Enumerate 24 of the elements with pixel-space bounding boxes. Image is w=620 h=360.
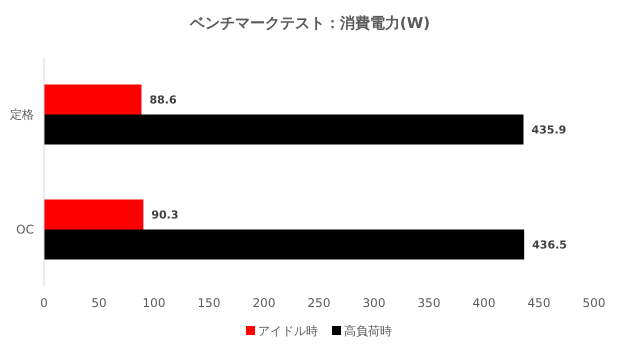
x-tick-label: 150 xyxy=(198,296,220,310)
chart-title: ベンチマークテスト：消費電力(W) xyxy=(188,14,430,32)
y-tick-label: OC xyxy=(16,222,34,236)
data-label: 435.9 xyxy=(531,124,566,136)
bar xyxy=(44,84,142,114)
x-tick-label: 250 xyxy=(308,296,330,310)
x-tick-label: 100 xyxy=(142,296,166,310)
x-tick-label: 300 xyxy=(362,296,386,310)
bar xyxy=(44,200,144,230)
x-tick-label: 400 xyxy=(472,296,496,310)
x-tick-label: 350 xyxy=(418,296,440,310)
y-tick-label: 定格 xyxy=(10,108,34,122)
data-label: 90.3 xyxy=(151,208,178,222)
bar xyxy=(44,230,524,260)
legend-label: アイドル時 xyxy=(258,324,318,338)
x-tick-label: 200 xyxy=(252,296,276,310)
x-tick-label: 50 xyxy=(91,296,107,310)
x-tick-label: 500 xyxy=(582,296,606,310)
data-label: 436.5 xyxy=(532,238,567,252)
x-tick-label: 450 xyxy=(528,296,550,310)
legend-label: 高負荷時 xyxy=(344,324,392,338)
bar xyxy=(44,114,524,144)
data-label: 88.6 xyxy=(149,94,177,106)
x-tick-label: 0 xyxy=(40,296,48,310)
